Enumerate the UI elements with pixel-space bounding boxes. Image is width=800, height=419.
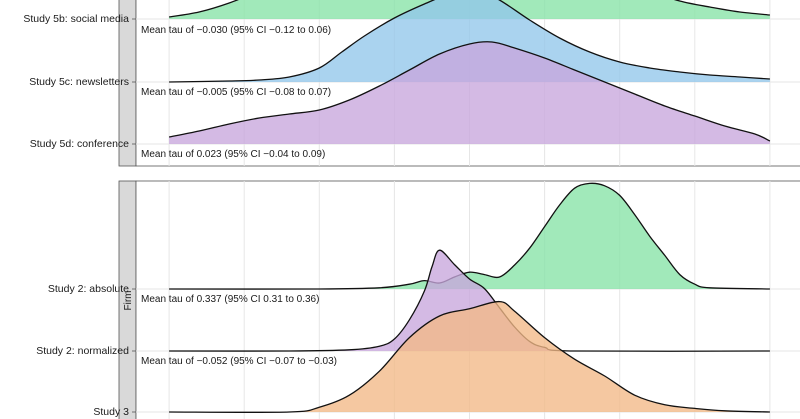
labels-layer: Study 5b: social media Mean tau of −0.030…: [23, 13, 337, 418]
ridges-layer: [168, 0, 771, 414]
row-annotation: Mean tau of −0.030 (95% CI −0.12 to 0.06…: [141, 25, 331, 36]
y-tick-label: Study 5b: social media: [23, 13, 129, 25]
y-tick-label: Study 5c: newsletters: [29, 76, 129, 88]
ridge-area-1-0: [169, 183, 770, 290]
row-annotation: Mean tau of −0.052 (95% CI −0.07 to −0.0…: [141, 356, 337, 367]
ridge-area-0-1: [169, 0, 770, 82]
row-annotation: Mean tau of 0.023 (95% CI −0.04 to 0.09): [141, 149, 325, 160]
row-annotation: Mean tau of 0.337 (95% CI 0.31 to 0.36): [141, 294, 319, 305]
ridge-area-0-2: [169, 41, 770, 144]
y-tick-label: Study 3: [93, 406, 129, 418]
panel-strip-label: Firm: [123, 291, 134, 311]
ridge-area-1-2: [169, 301, 770, 413]
y-tick-label: Study 2: normalized: [36, 345, 129, 357]
ridge-outline-1-2: [169, 300, 770, 414]
row-annotation: Mean tau of −0.005 (95% CI −0.08 to 0.07…: [141, 87, 331, 98]
y-tick-label: Study 2: absolute: [48, 283, 129, 295]
ridge-area-1-1: [169, 250, 770, 352]
ridge-outline-0-2: [168, 41, 771, 142]
ridge-outline-1-0: [169, 182, 770, 290]
y-tick-label: Study 5d: conference: [30, 138, 129, 150]
ridge-outline-0-1: [169, 0, 770, 83]
